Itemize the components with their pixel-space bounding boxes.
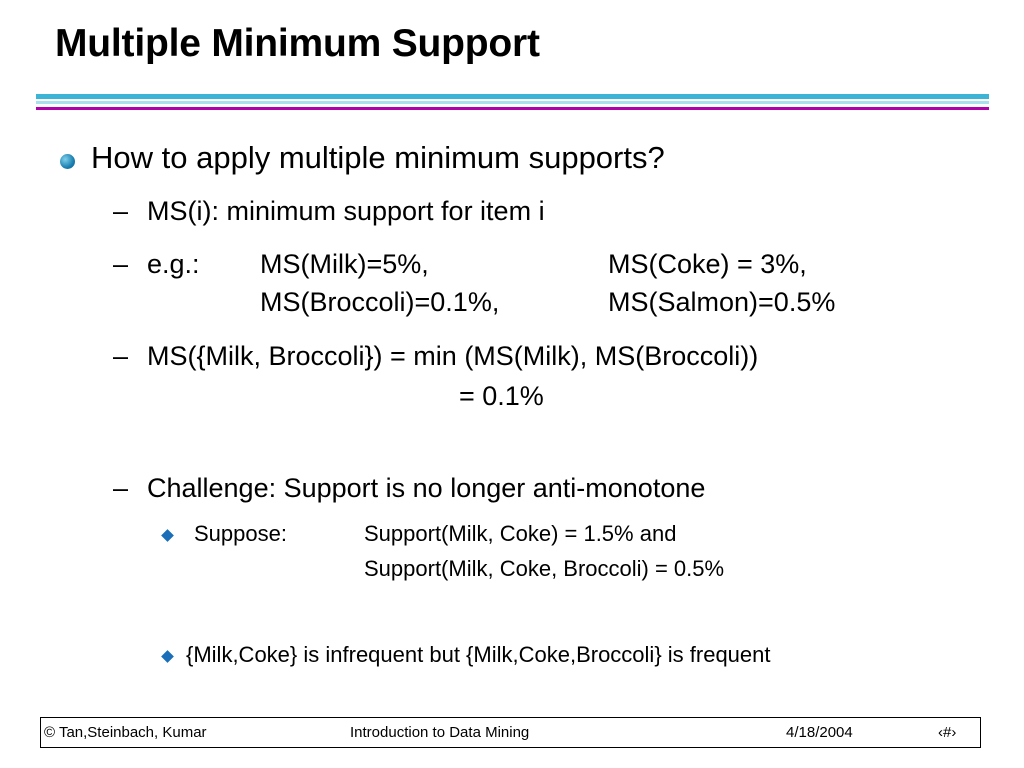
support-milk-coke-broccoli: Support(Milk, Coke, Broccoli) = 0.5%: [364, 556, 725, 581]
dash-icon: –: [113, 341, 129, 371]
example-ms-broccoli: MS(Broccoli)=0.1%,: [260, 287, 500, 317]
ms-itemset-result: = 0.1%: [459, 381, 544, 411]
frequency-conclusion: {Milk,Coke} is infrequent but {Milk,Coke…: [186, 642, 771, 667]
ms-itemset-formula: MS({Milk, Broccoli}) = min (MS(Milk), MS…: [147, 341, 759, 371]
sub-bullet-ms-definition: MS(i): minimum support for item i: [147, 196, 545, 226]
bullet-main: How to apply multiple minimum supports?: [91, 140, 665, 175]
title-rule-cyan: [36, 94, 989, 99]
dash-icon: –: [113, 249, 129, 279]
diamond-bullet-icon: [161, 650, 174, 663]
example-ms-milk: MS(Milk)=5%,: [260, 249, 429, 279]
suppose-label: Suppose:: [194, 521, 287, 546]
example-ms-salmon: MS(Salmon)=0.5%: [608, 287, 836, 317]
title-rule-light: [36, 101, 989, 104]
footer-course-title: Introduction to Data Mining: [350, 724, 530, 741]
slide-title: Multiple Minimum Support: [55, 22, 540, 65]
title-rule-magenta: [36, 107, 989, 110]
dash-icon: –: [113, 196, 129, 226]
slide-footer: © Tan,Steinbach, Kumar Introduction to D…: [40, 717, 981, 748]
diamond-bullet-icon: [161, 529, 174, 542]
dash-icon: –: [113, 473, 129, 503]
example-prefix: e.g.:: [147, 249, 200, 279]
challenge-text: Challenge: Support is no longer anti-mon…: [147, 473, 706, 503]
footer-page-number: ‹#›: [938, 724, 957, 741]
example-ms-coke: MS(Coke) = 3%,: [608, 249, 807, 279]
footer-date: 4/18/2004: [786, 724, 853, 741]
footer-copyright: © Tan,Steinbach, Kumar: [44, 724, 207, 741]
bullet-dot-icon: [60, 154, 75, 169]
support-milk-coke: Support(Milk, Coke) = 1.5% and: [364, 521, 677, 546]
